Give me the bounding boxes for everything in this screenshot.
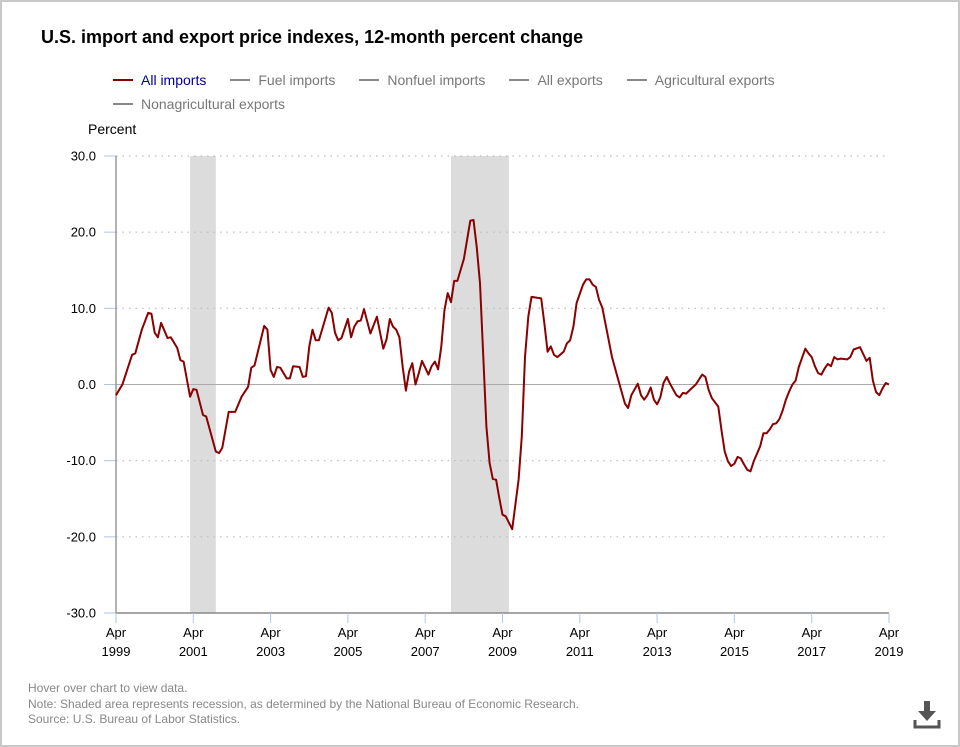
download-button[interactable] [912,700,942,730]
x-tick-year: 2003 [256,644,285,659]
x-tick-year: 2015 [720,644,749,659]
footer: Hover over chart to view data. Note: Sha… [28,681,579,728]
legend-label: Nonagricultural exports [141,96,285,112]
legend-swatch [359,79,380,81]
chart-title: U.S. import and export price indexes, 12… [41,27,584,47]
x-tick-month: Apr [415,625,436,640]
x-tick-month: Apr [183,625,204,640]
x-tick-year: 2001 [179,644,208,659]
legend-label: Agricultural exports [654,72,775,88]
legend-item[interactable]: Agricultural exports [626,70,775,90]
y-axis-label: Percent [88,121,137,137]
x-tick-year: 2007 [411,644,440,659]
x-tick-month: Apr [802,625,823,640]
x-tick-year: 2005 [333,644,362,659]
x-tick-year: 2009 [488,644,517,659]
recession-note: Note: Shaded area represents recession, … [28,696,579,711]
y-tick-label: 30.0 [71,149,96,164]
y-tick-label: -10.0 [66,453,96,468]
legend-label: All exports [537,72,603,88]
x-tick-month: Apr [879,625,900,640]
legend-swatch [113,79,133,81]
legend-item[interactable]: Nonagricultural exports [113,94,285,114]
x-tick-month: Apr [260,625,281,640]
x-tick-month: Apr [570,625,591,640]
x-tick-year: 2019 [875,644,904,659]
legend: All imports Fuel imports Nonfuel imports Al… [113,66,873,114]
y-tick-label: 0.0 [78,377,96,392]
legend-swatch [626,79,647,81]
x-tick-year: 2011 [566,644,594,659]
legend-label: All imports [141,72,207,88]
y-tick-label: -20.0 [66,529,96,544]
legend-swatch [509,79,530,81]
y-tick-label: 10.0 [71,301,96,316]
x-tick-year: 2017 [797,644,826,659]
legend-item[interactable]: Fuel imports [230,70,335,90]
series-line-all-imports [115,219,890,531]
legend-swatch [113,103,133,105]
x-tick-month: Apr [492,625,513,640]
legend-item[interactable]: All exports [509,70,603,90]
x-tick-year: 1999 [102,644,131,659]
x-tick-month: Apr [338,625,359,640]
y-tick-label: -30.0 [66,606,96,621]
legend-item[interactable]: All imports [113,70,206,90]
legend-swatch [230,79,251,81]
download-icon [913,701,941,729]
x-tick-year: 2013 [643,644,672,659]
legend-label: Fuel imports [258,72,336,88]
source-note: Source: U.S. Bureau of Labor Statistics. [28,712,241,726]
x-tick-month: Apr [647,625,668,640]
legend-item[interactable]: Nonfuel imports [359,70,485,90]
y-tick-label: 20.0 [71,225,96,240]
x-tick-month: Apr [724,625,745,640]
hover-note: Hover over chart to view data. [28,681,188,695]
x-tick-month: Apr [106,625,127,640]
legend-label: Nonfuel imports [387,72,486,88]
